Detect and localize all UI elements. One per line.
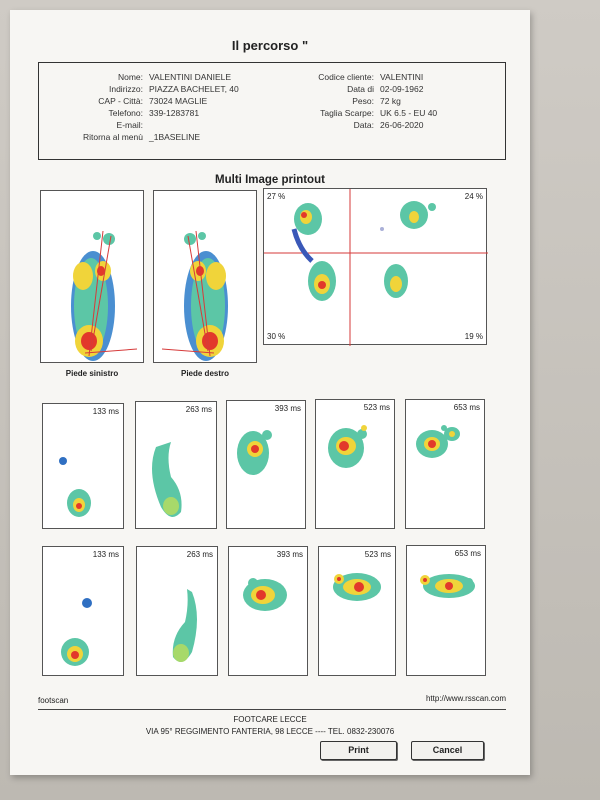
balance-top-right: 24 % (464, 192, 483, 201)
left-foot-panel (40, 190, 144, 363)
timeline-frame: 393 ms (226, 400, 306, 529)
footscan-logo: footscan (38, 696, 69, 705)
client-code-value: VALENTINI (380, 72, 424, 82)
right-foot-panel (153, 190, 257, 363)
website-link[interactable]: http://www.rsscan.com (425, 694, 506, 703)
timeline-frame: 523 ms (315, 399, 395, 529)
name-value: VALENTINI DANIELE (149, 72, 232, 82)
balance-bottom-right: 19 % (464, 332, 483, 341)
timeline-frame: 523 ms (318, 546, 396, 676)
weight-value: 72 kg (380, 96, 401, 106)
balance-bottom-left: 30 % (267, 332, 286, 341)
phone-value: 339-1283781 (149, 108, 200, 118)
frame-heatmap (420, 574, 475, 598)
frame-time: 523 ms (363, 403, 390, 412)
balance-panel: 27 % 24 % 30 % 19 % (263, 188, 488, 346)
section-title: Multi Image printout (215, 174, 325, 186)
frame-time: 653 ms (453, 403, 480, 412)
frame-time: 133 ms (92, 407, 119, 416)
email-label: E-mail: (116, 120, 143, 130)
left-foot-caption: Piede sinistro (65, 369, 119, 378)
patient-details: Nome: VALENTINI DANIELE Indirizzo: PIAZZA … (39, 71, 239, 143)
frame-heatmap (416, 425, 460, 458)
phone-label: Telefono: (108, 108, 144, 118)
date-value: 26-06-2020 (380, 120, 424, 130)
frame-heatmap (237, 430, 272, 475)
address-label: Indirizzo: (108, 84, 143, 94)
timeline-frame: 263 ms (136, 546, 218, 676)
company-address: VIA 95° REGGIMENTO FANTERIA, 98 LECCE --… (145, 727, 395, 736)
patient-info-box: Nome: VALENTINI DANIELE Indirizzo: PIAZZA … (38, 62, 506, 160)
balance-top-left: 27 % (267, 192, 286, 201)
shoe-size-value: UK 6.5 - EU 40 (380, 108, 438, 118)
birth-date-value: 02-09-1962 (380, 84, 424, 94)
timeline-frame: 133 ms (42, 403, 124, 529)
timeline-frame: 653 ms (405, 399, 485, 529)
timeline-frame: 263 ms (135, 401, 217, 529)
frame-heatmap (328, 425, 367, 468)
footer-divider (38, 709, 506, 710)
print-button[interactable]: Print (320, 741, 397, 760)
frame-heatmap (172, 589, 197, 662)
frame-heatmap (152, 442, 182, 517)
printout-sheet: Il percorso " Nome: VALENTINI DANIELE Ind… (10, 10, 530, 775)
frame-heatmap (243, 578, 287, 611)
name-label: Nome: (117, 72, 143, 82)
frame-heatmap (333, 573, 381, 601)
frame-time: 133 ms (92, 550, 119, 559)
left-foot-heatmap (71, 230, 138, 361)
client-code-label: Codice cliente: (318, 72, 374, 82)
city-label: CAP - Città: (98, 96, 143, 106)
menu-value: _1BASELINE (149, 132, 201, 142)
client-details: Codice cliente: VALENTINI Data di 02-09-19… (279, 71, 437, 131)
date-label: Data: (353, 120, 374, 130)
city-value: 73024 MAGLIE (149, 96, 208, 106)
address-value: PIAZZA BACHELET, 40 (149, 84, 239, 94)
right-foot-caption: Piede destro (180, 369, 229, 378)
company-name: FOOTCARE LECCE (233, 715, 307, 724)
timeline-frame: 653 ms (406, 545, 486, 676)
frame-time: 653 ms (454, 549, 481, 558)
frame-time: 523 ms (364, 550, 391, 559)
frame-time: 393 ms (276, 550, 303, 559)
timeline-frame: 133 ms (42, 546, 124, 676)
balance-heatmap (264, 189, 488, 346)
frame-time: 263 ms (185, 405, 212, 414)
right-foot-heatmap (161, 230, 228, 361)
document-title: Il percorso " (231, 38, 309, 53)
frame-heatmap (59, 457, 91, 517)
birth-date-label: Data di (347, 84, 374, 94)
timeline-frame: 393 ms (228, 546, 308, 676)
shoe-size-label: Taglia Scarpe: (320, 108, 374, 118)
weight-label: Peso: (352, 96, 374, 106)
frame-heatmap (61, 598, 92, 666)
frame-time: 393 ms (274, 404, 301, 413)
cancel-button[interactable]: Cancel (411, 741, 484, 760)
frame-time: 263 ms (186, 550, 213, 559)
menu-label: Ritorna al menù (82, 132, 143, 142)
